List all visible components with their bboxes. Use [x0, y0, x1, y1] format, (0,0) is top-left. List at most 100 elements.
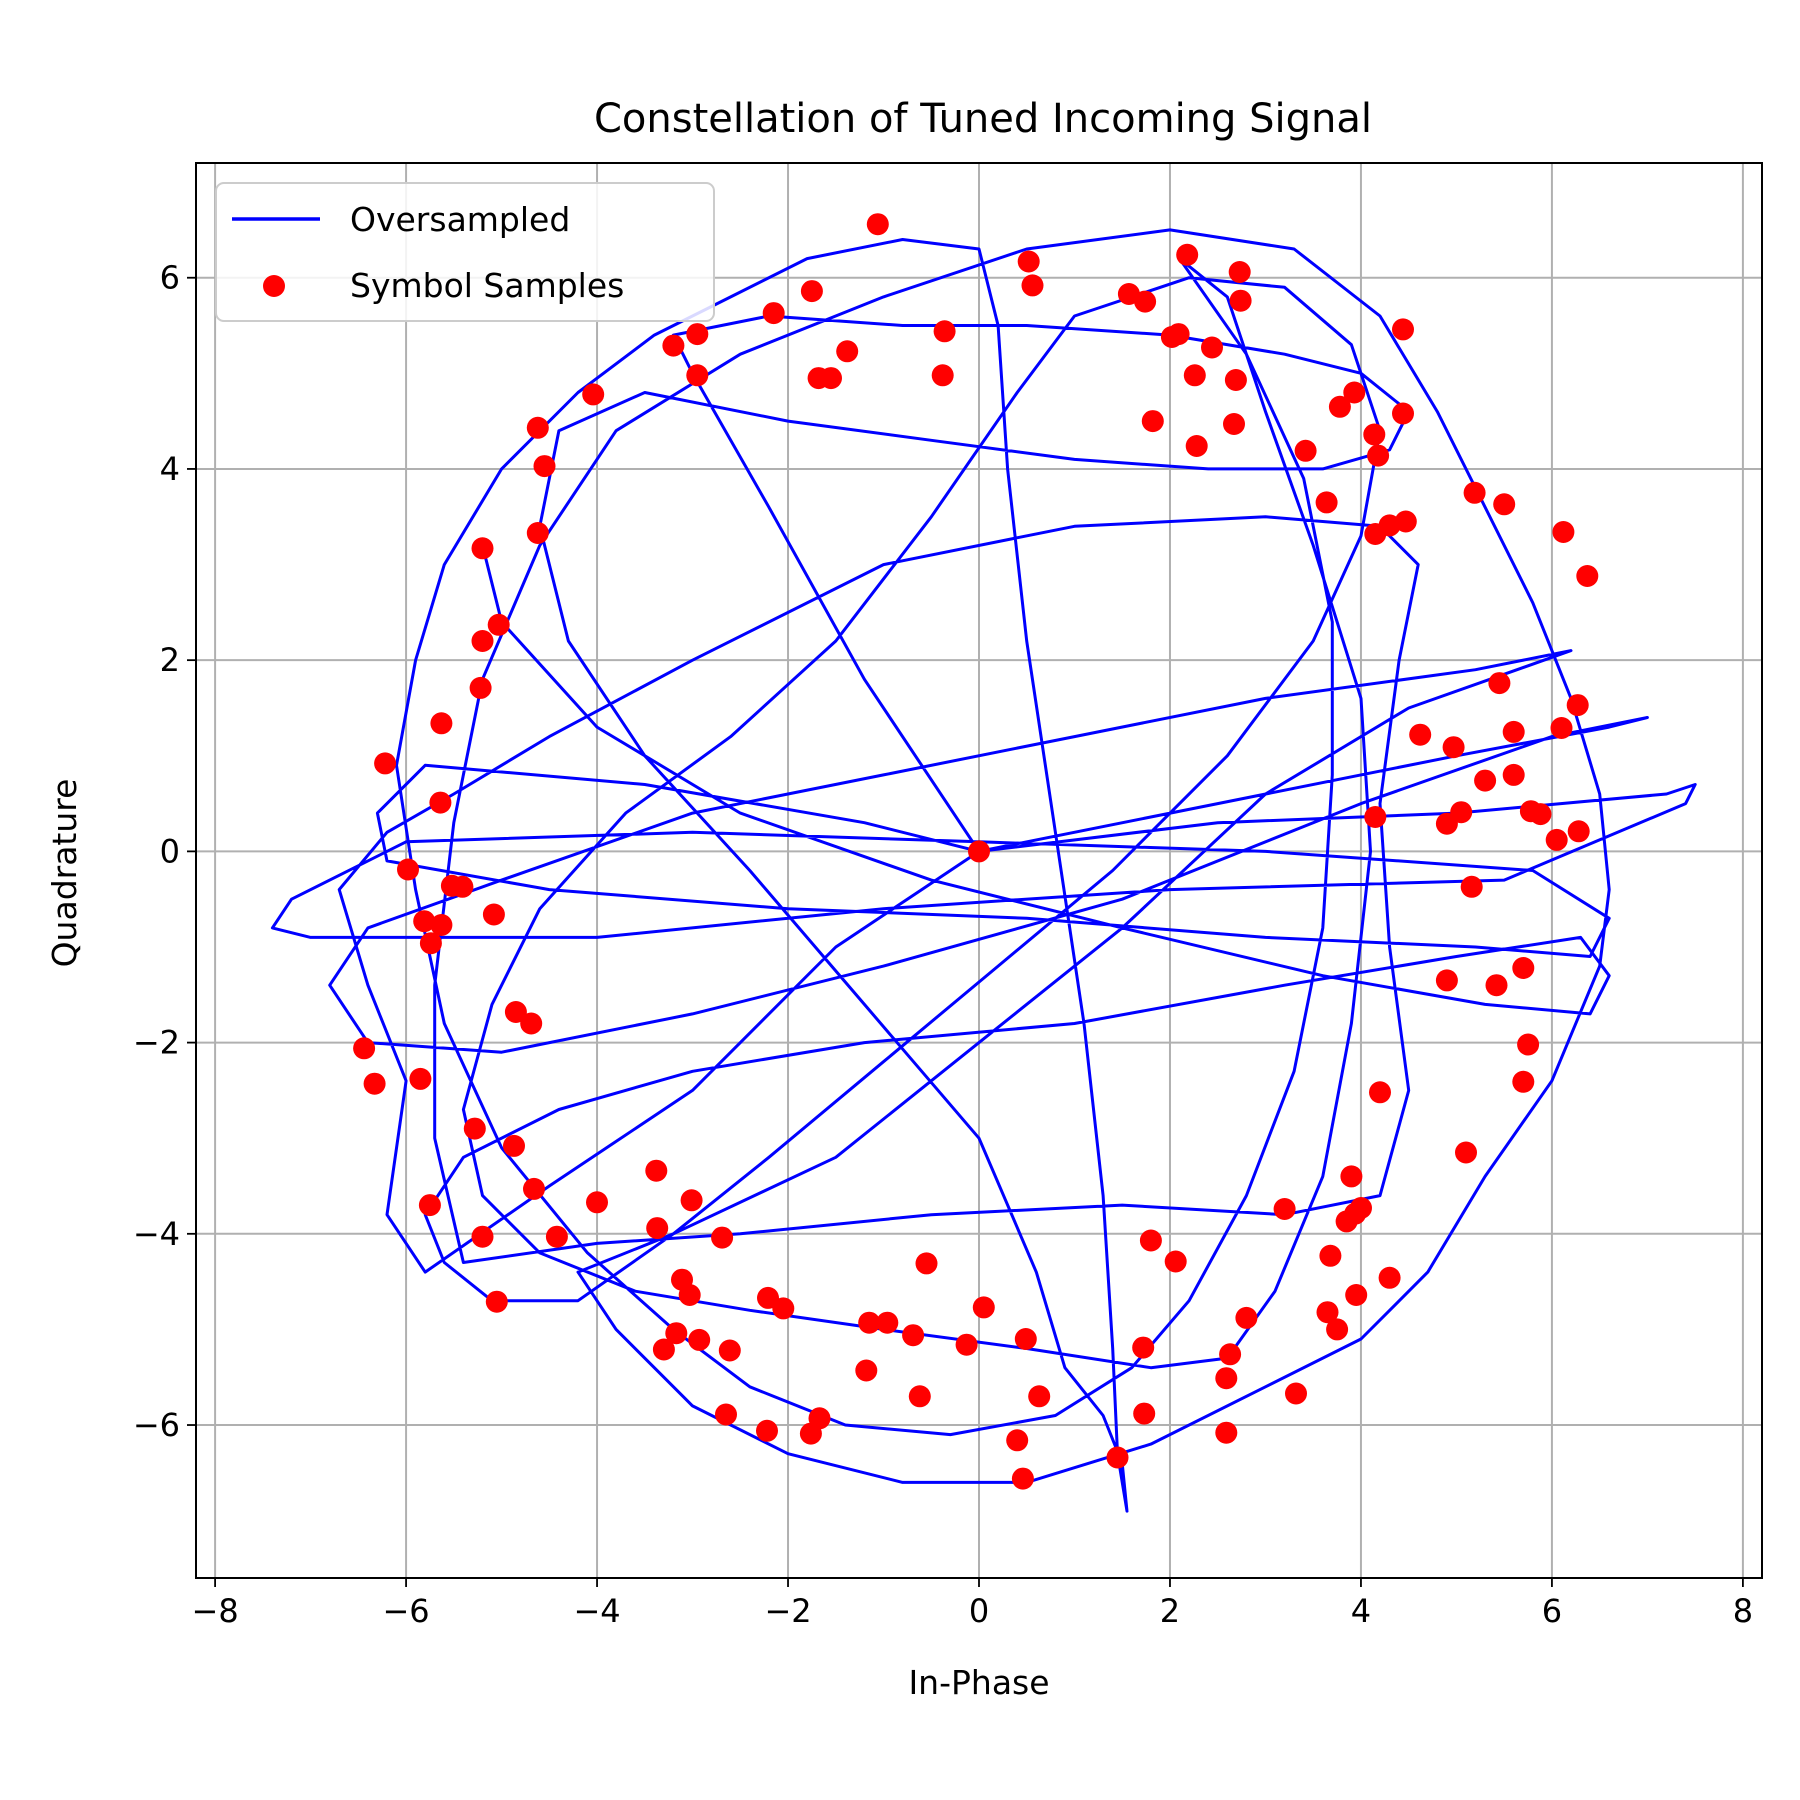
x-tick-label: 0	[969, 1592, 989, 1630]
symbol-sample-point	[1552, 521, 1575, 543]
symbol-sample-point	[374, 752, 397, 775]
symbol-sample-point	[1369, 1081, 1391, 1104]
symbol-sample-point	[1392, 402, 1414, 425]
symbol-sample-point	[545, 1225, 568, 1248]
symbol-sample-point	[409, 1067, 432, 1090]
symbol-sample-point	[1512, 1070, 1535, 1093]
symbol-sample-point	[1326, 1318, 1349, 1341]
symbol-sample-point	[429, 791, 452, 814]
symbol-sample-point	[1017, 250, 1040, 273]
symbol-sample-point	[1006, 1429, 1029, 1452]
plot-area	[270, 213, 1697, 1513]
symbol-sample-point	[662, 334, 685, 357]
symbol-sample-point	[915, 1252, 938, 1275]
symbol-sample-point	[1294, 439, 1317, 462]
symbol-sample-point	[866, 213, 889, 236]
symbol-sample-point	[1224, 369, 1247, 391]
symbol-sample-point	[1028, 1385, 1051, 1408]
x-tick-label: 2	[1160, 1592, 1180, 1630]
y-tick-label: 4	[160, 450, 180, 488]
symbol-sample-point	[419, 932, 442, 955]
x-tick-label: −2	[764, 1592, 811, 1630]
symbol-sample-point	[413, 910, 436, 933]
symbol-sample-point	[1363, 423, 1386, 446]
symbol-sample-point	[902, 1324, 925, 1347]
symbol-sample-point	[487, 613, 510, 636]
symbol-sample-point	[1566, 694, 1589, 717]
symbol-sample-point	[1493, 493, 1516, 516]
symbol-sample-point	[1185, 435, 1208, 457]
y-tick-label: 2	[160, 641, 180, 679]
symbol-sample-point	[1463, 481, 1486, 504]
symbol-sample-point	[1340, 1165, 1363, 1188]
y-tick-label: −4	[133, 1215, 180, 1253]
symbol-sample-point	[582, 383, 605, 406]
symbol-sample-point	[463, 1117, 486, 1140]
symbol-sample-point	[451, 875, 474, 898]
symbol-sample-point	[1488, 672, 1511, 695]
chart-title: Constellation of Tuned Incoming Signal	[594, 96, 1372, 142]
symbol-sample-point	[471, 1225, 494, 1248]
symbol-sample-point	[1502, 720, 1525, 743]
x-tick-label: 6	[1542, 1592, 1562, 1630]
symbol-sample-point	[652, 1338, 675, 1361]
symbol-sample-point	[955, 1333, 978, 1356]
symbol-sample-point	[1011, 1467, 1034, 1490]
symbol-sample-point	[688, 1328, 711, 1351]
symbol-sample-point	[1455, 1141, 1477, 1164]
symbol-sample-point	[1394, 510, 1417, 533]
symbol-sample-point	[469, 676, 492, 699]
symbol-sample-point	[482, 903, 505, 926]
symbol-sample-point	[1435, 969, 1458, 992]
symbol-sample-point	[586, 1191, 608, 1214]
y-axis-label: Quadrature	[45, 779, 84, 968]
symbol-sample-point	[363, 1072, 386, 1095]
symbol-sample-point	[1529, 803, 1552, 826]
symbol-sample-point	[471, 537, 494, 560]
symbol-sample-point	[1201, 336, 1223, 359]
symbol-sample-point	[397, 858, 419, 881]
symbol-sample-point	[1316, 1301, 1339, 1324]
y-tick-label: −6	[133, 1406, 180, 1444]
x-tick-label: −4	[573, 1592, 620, 1630]
symbol-sample-point	[353, 1037, 376, 1060]
symbol-sample-point	[858, 1311, 881, 1334]
symbol-sample-point	[933, 320, 956, 343]
symbol-sample-point	[1328, 395, 1351, 418]
symbol-sample-point	[1485, 974, 1508, 997]
symbol-sample-point	[526, 522, 549, 544]
legend: Oversampled Symbol Samples	[215, 182, 715, 322]
symbol-sample-point	[757, 1286, 779, 1309]
symbol-sample-point	[718, 1339, 741, 1362]
symbol-sample-point	[485, 1290, 508, 1313]
symbol-sample-point	[1219, 1343, 1242, 1366]
symbol-sample-point	[1164, 1250, 1187, 1273]
symbol-sample-point	[711, 1226, 734, 1249]
symbol-sample-point	[1176, 243, 1199, 266]
symbol-sample-point	[1442, 736, 1465, 759]
symbol-sample-point	[799, 1422, 822, 1445]
symbol-sample-point	[1229, 289, 1252, 312]
symbol-sample-point	[1139, 1229, 1162, 1252]
symbol-sample-point	[646, 1217, 669, 1240]
symbol-sample-point	[1350, 1197, 1372, 1219]
symbol-sample-point	[1567, 820, 1590, 843]
x-tick-label: −8	[192, 1592, 239, 1630]
symbol-sample-point	[1392, 318, 1414, 341]
symbol-sample-point	[1315, 491, 1338, 514]
tick-group: −8 −6 −4 −2 0 2 4 6 8 −6 −4 −2 0 2 4 6	[133, 259, 1753, 1630]
symbol-sample-point	[1512, 957, 1535, 979]
symbol-sample-point	[1273, 1198, 1296, 1220]
y-tick-label: 0	[160, 832, 180, 870]
symbol-sample-point	[430, 712, 453, 735]
legend-marker-swatch	[263, 275, 285, 297]
y-tick-label: 6	[160, 259, 180, 297]
symbol-sample-point	[678, 1284, 701, 1306]
symbol-sample-point	[855, 1359, 878, 1382]
symbol-sample-point	[1319, 1244, 1342, 1267]
symbol-sample-point	[686, 364, 709, 387]
symbol-sample-point	[876, 1311, 899, 1334]
symbol-sample-point	[1343, 381, 1366, 404]
symbol-sample-point	[1223, 413, 1245, 435]
symbol-sample-point	[836, 340, 859, 363]
